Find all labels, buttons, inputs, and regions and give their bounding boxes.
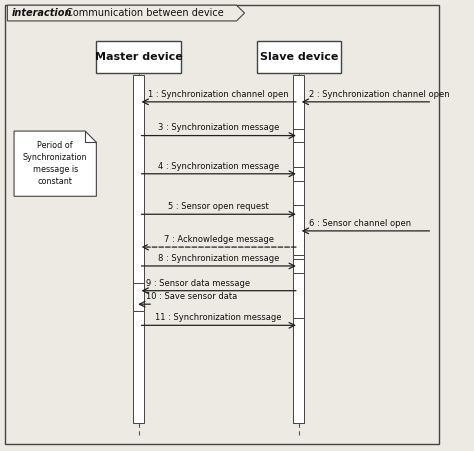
- Bar: [293, 318, 304, 423]
- Polygon shape: [8, 5, 245, 21]
- Bar: [96, 41, 181, 73]
- Text: 10 : Save sensor data: 10 : Save sensor data: [146, 293, 237, 301]
- Bar: [293, 129, 304, 143]
- Bar: [133, 75, 144, 423]
- Text: 4 : Synchronization message: 4 : Synchronization message: [158, 161, 279, 170]
- Text: Communication between device: Communication between device: [63, 8, 224, 18]
- Text: 11 : Synchronization message: 11 : Synchronization message: [155, 313, 282, 322]
- Text: 2 : Synchronization channel open: 2 : Synchronization channel open: [309, 90, 449, 99]
- Bar: [293, 167, 304, 180]
- Text: Period of
Synchronization
message is
constant: Period of Synchronization message is con…: [23, 142, 87, 186]
- Bar: [293, 75, 304, 423]
- Bar: [293, 205, 304, 255]
- Text: Slave device: Slave device: [260, 52, 338, 62]
- Text: 5 : Sensor open request: 5 : Sensor open request: [168, 202, 269, 211]
- Text: 7 : Acknowledge message: 7 : Acknowledge message: [164, 235, 273, 244]
- Polygon shape: [14, 131, 96, 196]
- Text: Master device: Master device: [95, 52, 182, 62]
- Bar: [133, 283, 144, 311]
- Text: 8 : Synchronization message: 8 : Synchronization message: [158, 254, 279, 263]
- Text: 9 : Sensor data message: 9 : Sensor data message: [146, 279, 251, 288]
- Text: interaction: interaction: [12, 8, 73, 18]
- Bar: [256, 41, 341, 73]
- Text: 1 : Synchronization channel open: 1 : Synchronization channel open: [148, 90, 289, 99]
- Text: 6 : Sensor channel open: 6 : Sensor channel open: [309, 219, 411, 228]
- Text: 3 : Synchronization message: 3 : Synchronization message: [158, 124, 279, 133]
- Bar: [293, 259, 304, 273]
